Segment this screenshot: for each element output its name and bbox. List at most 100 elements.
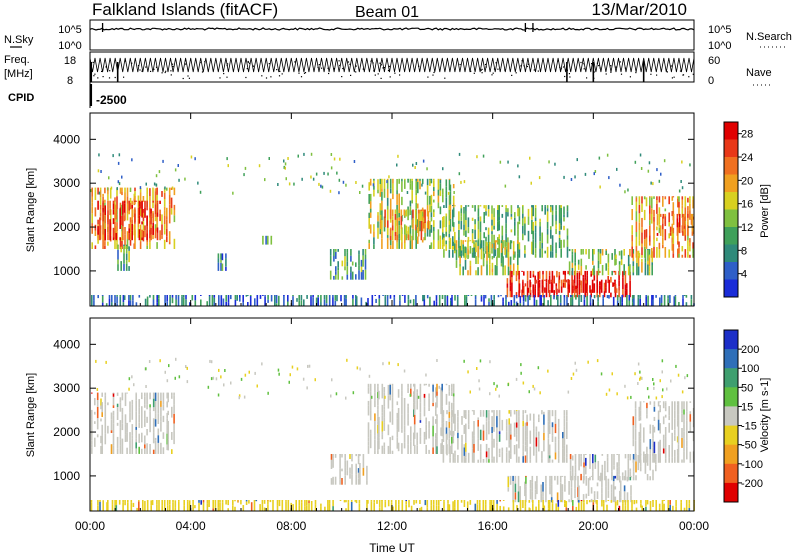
data-cell	[631, 246, 633, 258]
data-cell	[457, 410, 459, 412]
data-cell	[417, 213, 420, 220]
data-cell	[597, 268, 600, 276]
data-cell	[578, 485, 580, 491]
data-cell	[611, 462, 613, 472]
data-cell	[460, 253, 463, 258]
nave-point	[523, 65, 525, 67]
xtick-label: 12:00	[377, 519, 407, 533]
data-cell	[488, 447, 490, 460]
data-cell	[141, 209, 143, 218]
data-cell	[605, 263, 607, 271]
nave-point	[656, 74, 658, 76]
data-cell	[677, 460, 680, 463]
data-cell	[146, 233, 148, 241]
data-cell	[154, 224, 157, 229]
data-cell	[538, 176, 541, 180]
data-cell	[499, 160, 502, 164]
data-cell	[600, 372, 603, 376]
data-cell	[504, 246, 506, 250]
data-cell	[547, 454, 550, 463]
data-cell	[116, 296, 118, 304]
data-cell	[100, 445, 102, 454]
data-cell	[94, 437, 96, 447]
data-cell	[638, 240, 641, 246]
data-cell	[111, 504, 114, 511]
data-cell	[554, 416, 557, 424]
data-cell	[412, 163, 414, 167]
nave-tick-bottom: 0	[708, 75, 714, 87]
data-cell	[377, 409, 379, 417]
data-cell	[505, 212, 507, 224]
data-cell	[440, 403, 442, 415]
data-cell	[337, 261, 339, 268]
data-cell	[471, 456, 474, 463]
data-cell	[452, 438, 455, 444]
data-cell	[471, 410, 474, 412]
data-cell	[551, 283, 554, 293]
data-cell	[139, 188, 142, 193]
data-cell	[447, 191, 450, 195]
data-cell	[479, 410, 482, 412]
data-cell	[432, 402, 434, 407]
data-cell	[91, 202, 93, 207]
data-cell	[610, 489, 613, 493]
data-cell	[131, 438, 134, 450]
data-cell	[566, 410, 568, 412]
data-cell	[109, 187, 112, 199]
data-cell	[367, 383, 370, 388]
data-cell	[466, 501, 469, 511]
data-cell	[407, 413, 409, 421]
data-cell	[508, 450, 510, 459]
data-cell	[332, 295, 334, 298]
data-cell	[292, 504, 294, 511]
data-cell	[415, 295, 417, 306]
data-cell	[102, 193, 104, 197]
data-cell	[477, 459, 479, 463]
data-cell	[99, 204, 102, 210]
data-cell	[573, 274, 576, 284]
data-cell	[441, 406, 443, 417]
data-cell	[240, 377, 243, 381]
data-cell	[178, 500, 180, 502]
data-cell	[529, 455, 532, 460]
data-cell	[161, 505, 163, 511]
data-cell	[178, 178, 180, 182]
data-cell	[668, 457, 670, 463]
data-cell	[515, 292, 518, 298]
data-cell	[446, 296, 449, 306]
data-cell	[614, 279, 616, 281]
data-cell	[429, 221, 431, 230]
data-cell	[480, 296, 483, 302]
data-cell	[653, 382, 655, 386]
data-cell	[491, 450, 493, 459]
data-cell	[374, 413, 376, 421]
cpid-label: CPID	[8, 92, 34, 104]
data-cell	[377, 189, 379, 194]
data-cell	[564, 500, 566, 504]
data-cell	[563, 418, 566, 427]
data-cell	[524, 250, 526, 254]
data-cell	[138, 446, 140, 454]
data-cell	[570, 475, 573, 479]
data-cell	[423, 406, 426, 417]
data-cell	[104, 228, 106, 241]
data-cell	[636, 267, 638, 276]
data-cell	[383, 417, 386, 423]
data-cell	[651, 214, 653, 224]
data-cell	[430, 505, 433, 511]
data-cell	[426, 507, 429, 511]
data-cell	[433, 187, 435, 192]
data-cell	[480, 265, 483, 276]
data-cell	[687, 213, 689, 218]
data-cell	[293, 182, 295, 186]
data-cell	[381, 387, 384, 399]
data-cell	[550, 497, 553, 503]
nave-point	[620, 73, 623, 75]
data-cell	[659, 448, 661, 453]
colorbar-tick-label: 8	[741, 245, 747, 257]
data-cell	[404, 295, 406, 303]
nsky-tick-top: 10^5	[58, 24, 82, 36]
data-cell	[150, 227, 152, 235]
data-cell	[441, 433, 443, 437]
